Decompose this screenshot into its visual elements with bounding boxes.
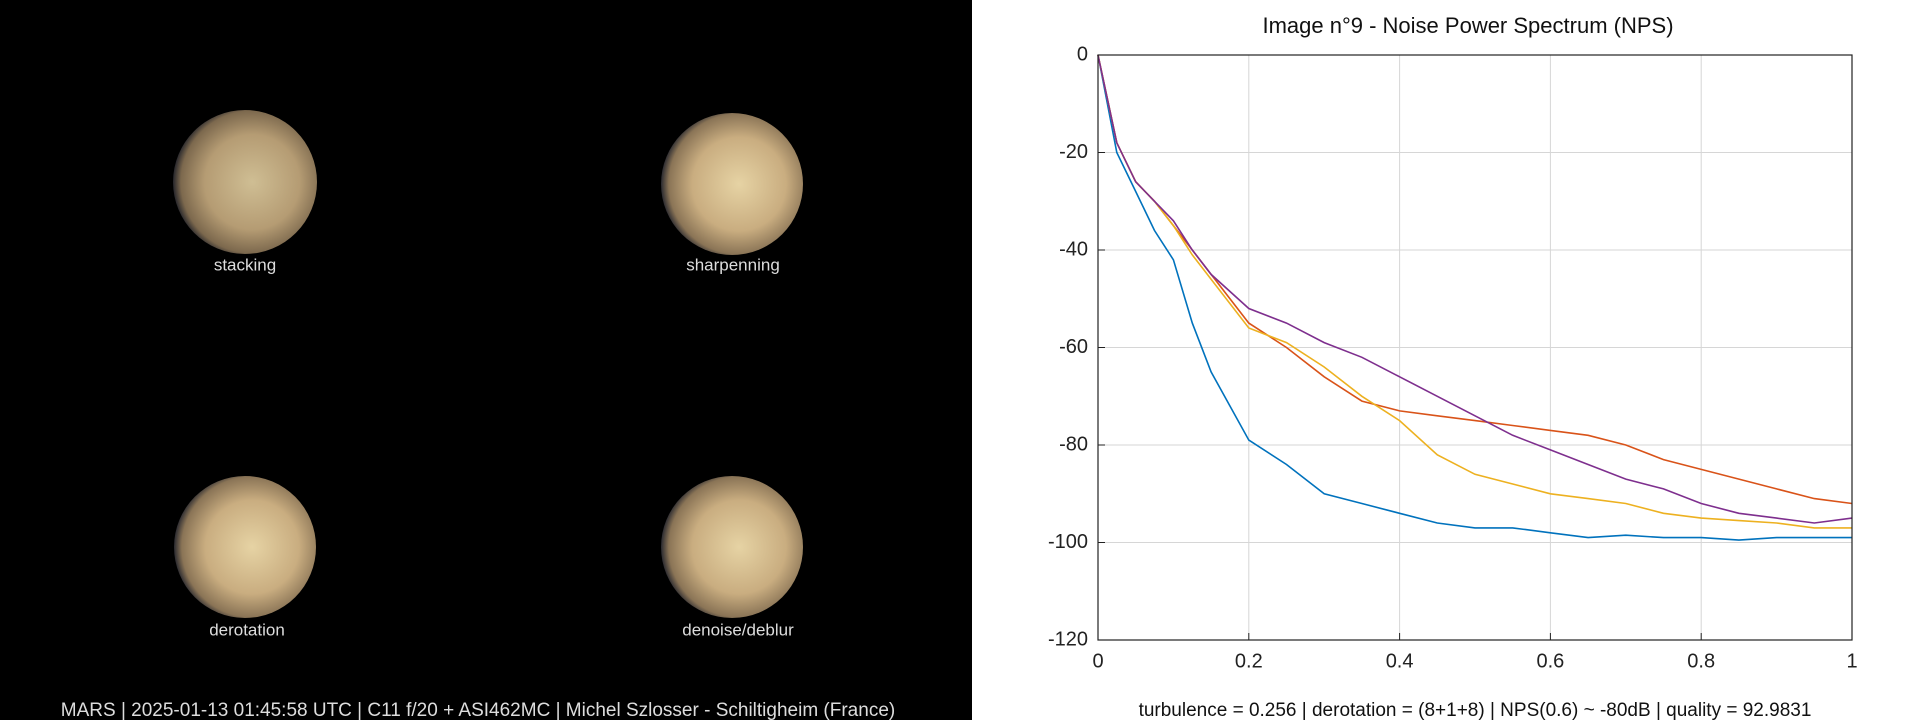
plot-frame xyxy=(1097,54,1853,641)
series-line xyxy=(1097,54,1853,524)
planet-images xyxy=(173,110,803,618)
image-label: sharpenning xyxy=(686,255,780,274)
x-tick-label: 0 xyxy=(1092,650,1103,672)
annotation: turbulence = 0.256 | derotation = (8+1+8… xyxy=(1139,700,1812,720)
image-label: stacking xyxy=(214,255,276,274)
x-tick-label: 1 xyxy=(1846,650,1857,672)
x-tick-label: 0.4 xyxy=(1386,650,1414,672)
planet xyxy=(661,476,803,618)
x-tick-label: 0.8 xyxy=(1687,650,1715,672)
planet xyxy=(174,476,316,618)
y-tick-label: -60 xyxy=(1059,336,1088,358)
planet xyxy=(661,113,803,255)
planet xyxy=(173,110,317,254)
y-tick-label: 0 xyxy=(1077,43,1088,65)
series-line xyxy=(1097,54,1852,529)
y-tick-label: -100 xyxy=(1048,531,1088,553)
chart-title: Image n°9 - Noise Power Spectrum (NPS) xyxy=(1262,13,1673,38)
y-tick-label: -80 xyxy=(1059,433,1088,455)
y-tick-label: -40 xyxy=(1059,238,1088,260)
image-label: denoise/deblur xyxy=(682,620,794,639)
caption: MARS | 2025-01-13 01:45:58 UTC | C11 f/2… xyxy=(61,700,895,720)
image-panel xyxy=(0,0,972,720)
x-tick-label: 0.2 xyxy=(1235,650,1263,672)
x-tick-label: 0.6 xyxy=(1536,650,1564,672)
y-tick-label: -20 xyxy=(1059,141,1088,163)
y-tick-label: -120 xyxy=(1048,628,1088,650)
series-line xyxy=(1097,54,1852,541)
image-label: derotation xyxy=(209,620,285,639)
